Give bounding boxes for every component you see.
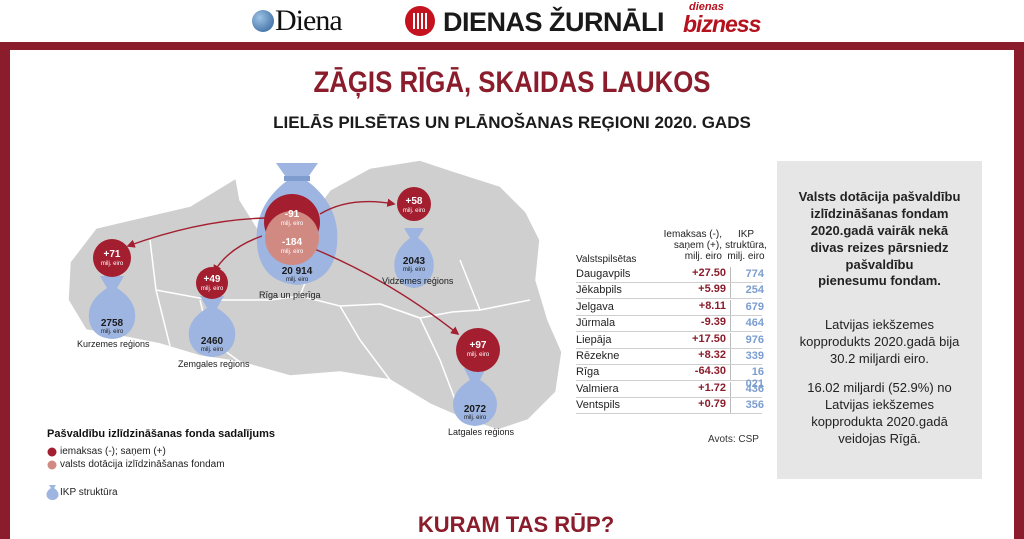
table-cell-city: Jelgava	[576, 300, 614, 313]
latgale-region-name: Latgales reģions	[448, 427, 515, 437]
table-cell-city: Daugavpils	[576, 268, 631, 280]
legend-money-bag-icon	[46, 485, 59, 500]
legend-item-payment: iemaksas (-); saņem (+)	[60, 446, 166, 457]
table-cell-gdp: 16 021	[745, 366, 764, 391]
table-cell-payment: +0.79	[656, 398, 731, 414]
table-cell-city: Valmiera	[576, 382, 619, 395]
zemgale-gdp-value: 2460 milj. eiro	[200, 336, 224, 353]
zemgale-gdp-bag	[188, 296, 236, 357]
riga-gdp-value: 20 914 milj. eiro	[281, 266, 313, 283]
info-paragraph-2: Latvijas iekšzemes kopprodukts 2020.gadā…	[799, 317, 960, 366]
table-cell-payment: +8.32	[656, 349, 731, 364]
table-cell-gdp: 774	[745, 268, 764, 280]
kurzeme-region-name: Kurzemes reģions	[77, 339, 150, 349]
table-row: Jūrmala -9.39 464	[576, 316, 764, 333]
table-cell-gdp: 339	[745, 350, 764, 362]
logo-bar: Diena DIENAS ŽURNĀLI dienas bizness	[0, 0, 1024, 42]
table-row: Jelgava +8.11 679	[576, 299, 764, 316]
kurzeme-payment-value: +71 milj. eiro	[100, 249, 124, 267]
table-cell-payment: +5.99	[656, 283, 731, 299]
latgale-payment-value: +97 milj. eiro	[466, 340, 490, 358]
bottom-banner[interactable]: KURAM TAS RŪP?	[411, 508, 621, 539]
diena-logo-text: Diena	[275, 4, 343, 37]
kurzeme-payment-circle	[93, 239, 131, 277]
globe-icon	[252, 10, 274, 32]
table-cell-city: Liepāja	[576, 333, 612, 346]
legend-payment-icon	[47, 447, 57, 457]
table-cell-payment: +17.50	[656, 332, 731, 348]
riga-subsidy-circle	[265, 211, 319, 265]
legend-title: Pašvaldību izlīdzināšanas fonda sadalīju…	[47, 428, 276, 440]
table-row: Rēzekne +8.32 339	[576, 349, 764, 365]
table-row: Rīga -64.30 16 021	[576, 365, 764, 390]
table-row: Daugavpils +27.50 774	[576, 267, 764, 283]
table-header-payment: Iemaksas (-), saņem (+), milj. eiro	[663, 229, 722, 263]
dienas-bizness-logo-bottom: bizness	[683, 11, 761, 37]
table-header-city: Valstspilsētas	[576, 254, 637, 265]
table-cell-city: Rīga	[576, 366, 600, 379]
table-cell-city: Ventspils	[576, 399, 621, 412]
table-cell-gdp: 464	[745, 317, 764, 330]
kurzeme-gdp-value: 2758 milj. eiro	[100, 318, 124, 335]
table-cell-gdp: 679	[745, 300, 764, 313]
table-cell-gdp: 976	[745, 333, 764, 346]
vidzeme-gdp-value: 2043 milj. eiro	[402, 256, 426, 273]
table-cell-city: Jēkabpils	[576, 284, 622, 297]
table-row: Liepāja +17.50 976	[576, 332, 764, 349]
info-paragraph-3: 16.02 miljardi (52.9%) no Latvijas iekšz…	[807, 380, 952, 446]
vidzeme-payment-circle	[397, 187, 431, 221]
table-cell-payment: -9.39	[656, 316, 731, 332]
table-cell-city: Jūrmala	[576, 317, 616, 330]
riga-region-name: Rīga un pierīga	[259, 290, 321, 300]
dienas-zurnali-logo[interactable]: DIENAS ŽURNĀLI	[405, 6, 665, 38]
legend-subsidy-icon	[47, 460, 57, 470]
riga-payment-value: -91 milj. eiro	[280, 209, 304, 227]
zemgale-payment-value: +49 milj. eiro	[200, 274, 224, 292]
legend-item-subsidy: valsts dotācija izlīdzināšanas fondam	[60, 459, 225, 470]
table-cell-gdp: 436	[745, 382, 764, 395]
table-cell-payment: -64.30	[656, 365, 731, 381]
table-cell-payment: +1.72	[656, 381, 731, 397]
info-paragraph-1: Valsts dotācija pašvaldību izlīdzināšana…	[798, 189, 961, 289]
dienas-bizness-logo[interactable]: dienas bizness	[683, 1, 761, 37]
page-title: ZĀĢIS RĪGĀ, SKAIDAS LAUKOS	[313, 66, 711, 99]
dienas-bizness-logo-top: dienas	[689, 1, 724, 13]
vidzeme-payment-value: +58 milj. eiro	[402, 196, 426, 214]
dienas-zurnali-logo-text: DIENAS ŽURNĀLI	[443, 7, 665, 37]
dienas-zurnali-icon	[405, 6, 435, 36]
table-cell-payment: +8.11	[656, 299, 731, 315]
latgale-gdp-value: 2072 milj. eiro	[463, 404, 487, 421]
page-subtitle: LIELĀS PILSĒTAS UN PLĀNOŠANAS REĢIONI 20…	[273, 113, 751, 132]
kurzeme-gdp-bag	[88, 276, 136, 339]
table-row: Jēkabpils +5.99 254	[576, 283, 764, 300]
riga-subsidy-value: -184 milj. eiro	[280, 237, 304, 255]
latgale-payment-circle	[456, 328, 500, 372]
table-row: Ventspils +0.79 356	[576, 398, 764, 415]
legend-item-gdp: IKP struktūra	[60, 487, 118, 498]
table-cell-city: Rēzekne	[576, 350, 620, 362]
table-cell-payment: +27.50	[656, 267, 731, 282]
table-row: Valmiera +1.72 436	[576, 381, 764, 398]
source-note: Avots: CSP	[708, 434, 759, 445]
vidzeme-region-name: Vidzemes reģions	[382, 276, 454, 286]
latgale-gdp-bag	[453, 368, 497, 426]
zemgale-payment-circle	[196, 267, 228, 299]
table-cell-gdp: 356	[745, 399, 764, 412]
table-cell-gdp: 254	[745, 284, 764, 297]
diena-logo[interactable]: Diena	[252, 4, 343, 38]
info-box: Valsts dotācija pašvaldību izlīdzināšana…	[777, 161, 982, 479]
zemgale-region-name: Zemgales reģions	[178, 359, 250, 369]
table-header-gdp: IKP struktūra, milj. eiro	[725, 229, 767, 263]
vidzeme-gdp-bag	[394, 228, 434, 288]
